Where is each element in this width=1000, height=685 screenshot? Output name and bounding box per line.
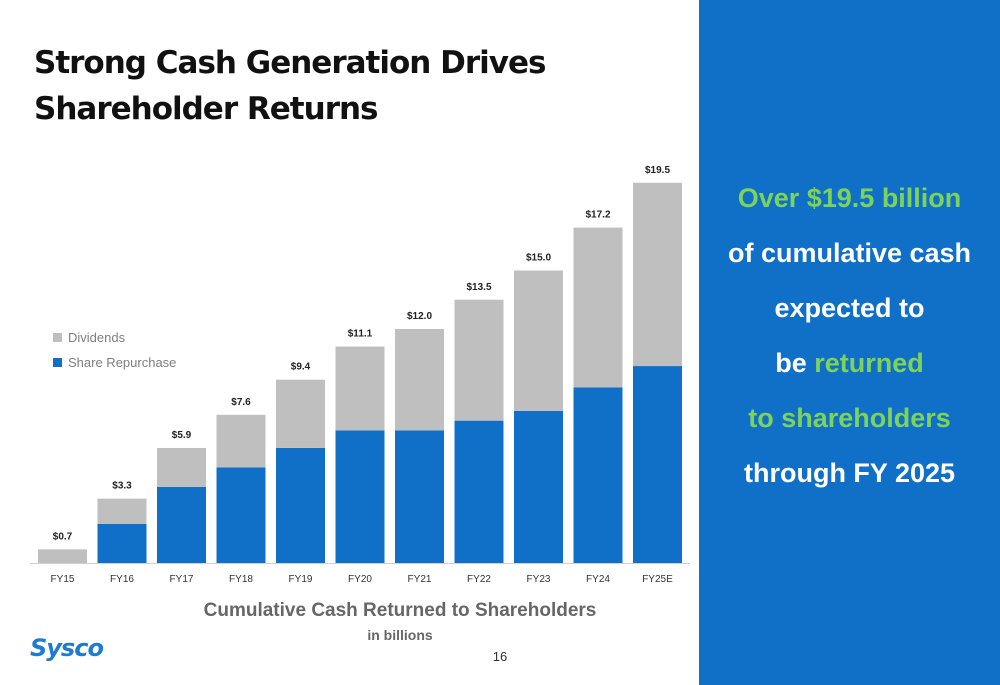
bar-share-repurchase	[157, 486, 206, 563]
bar-total-label: $3.3	[112, 481, 132, 492]
x-tick-label: FY15	[51, 574, 75, 585]
bar-dividends	[395, 329, 444, 431]
x-tick-label: FY22	[467, 574, 491, 585]
legend-swatch	[53, 333, 62, 342]
x-tick-label: FY19	[289, 574, 313, 585]
bar-share-repurchase	[514, 410, 563, 563]
side-line-3: expected to	[774, 293, 925, 323]
bar-dividends	[157, 447, 206, 487]
bar-total-label: $11.1	[348, 329, 373, 340]
x-tick-label: FY24	[586, 574, 610, 585]
bar-total-label: $0.7	[53, 531, 73, 542]
bar-total-label: $13.5	[466, 282, 491, 293]
bar-share-repurchase	[276, 447, 325, 563]
bar-total-label: $12.0	[407, 311, 432, 322]
bar-dividends	[276, 379, 325, 448]
side-panel: Over $19.5 billion of cumulative cash ex…	[699, 0, 1000, 685]
bar-total-label: $19.5	[645, 165, 670, 176]
chart-subtitle: in billions	[367, 627, 433, 643]
page-number: 16	[492, 649, 508, 664]
side-line-1: Over $19.5 billion	[737, 183, 962, 213]
x-tick-label: FY20	[348, 574, 372, 585]
legend-label: Dividends	[68, 330, 126, 345]
slide-title-line-1: Strong Cash Generation Drives	[34, 45, 546, 81]
bar-share-repurchase	[573, 387, 623, 563]
x-tick-label: FY25E	[642, 574, 673, 585]
bar-dividends	[38, 549, 87, 563]
side-line-4: be returned	[699, 348, 1000, 379]
chart-title: Cumulative Cash Returned to Shareholders	[203, 600, 597, 621]
bar-share-repurchase	[633, 366, 682, 563]
bar-dividends	[514, 270, 563, 411]
x-tick-label: FY18	[229, 574, 253, 585]
x-tick-label: FY16	[110, 574, 134, 585]
sysco-logo: Sysco	[30, 634, 104, 662]
bar-dividends	[335, 346, 385, 431]
cumulative-cash-chart: $0.7 FY15 $3.3 FY16 $5.9 FY17 $7.6 FY18 $9.4 FY19…	[30, 165, 690, 585]
bar-total-label: $17.2	[585, 210, 610, 221]
bar-total-label: $9.4	[291, 362, 311, 373]
bar-dividends	[97, 498, 147, 524]
bar-share-repurchase	[216, 467, 266, 563]
legend-label: Share Repurchase	[68, 355, 176, 370]
bar-dividends	[573, 227, 623, 388]
bar-dividends	[454, 299, 504, 421]
x-tick-label: FY17	[170, 574, 194, 585]
bar-dividends	[216, 414, 266, 468]
x-tick-label: FY21	[408, 574, 432, 585]
bar-dividends	[633, 182, 682, 367]
bar-share-repurchase	[395, 430, 444, 563]
slide-title-line-2: Shareholder Returns	[34, 91, 379, 127]
x-tick-label: FY23	[527, 574, 551, 585]
side-line-5: to shareholders	[748, 403, 951, 433]
side-line-2: of cumulative cash	[727, 238, 972, 268]
bar-total-label: $7.6	[231, 397, 251, 408]
bar-share-repurchase	[97, 524, 147, 563]
bar-total-label: $5.9	[172, 430, 192, 441]
side-line-4-prefix: be	[775, 348, 815, 378]
side-line-4-highlight: returned	[814, 348, 924, 378]
legend-swatch	[53, 358, 62, 367]
bar-share-repurchase	[335, 430, 385, 563]
slide-title: Strong Cash Generation Drives Shareholde…	[34, 40, 674, 132]
bar-total-label: $15.0	[526, 253, 551, 264]
side-line-6: through FY 2025	[743, 458, 956, 488]
bar-share-repurchase	[454, 420, 504, 563]
